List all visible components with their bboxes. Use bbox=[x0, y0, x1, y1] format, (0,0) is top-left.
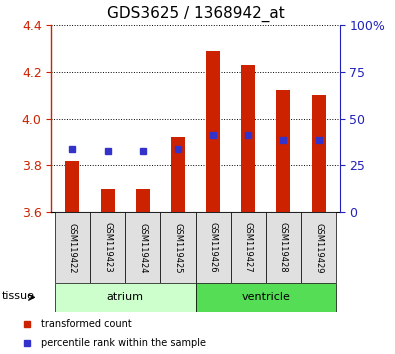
Bar bbox=[196, 283, 336, 312]
Text: percentile rank within the sample: percentile rank within the sample bbox=[41, 338, 206, 348]
Text: GSM119427: GSM119427 bbox=[244, 222, 253, 273]
Text: GSM119426: GSM119426 bbox=[209, 222, 218, 273]
Bar bbox=[171, 137, 185, 212]
Bar bbox=[90, 212, 125, 283]
Text: GSM119425: GSM119425 bbox=[173, 223, 182, 273]
Text: GSM119422: GSM119422 bbox=[68, 223, 77, 273]
Bar bbox=[160, 212, 196, 283]
Text: GSM119428: GSM119428 bbox=[279, 222, 288, 273]
Bar bbox=[55, 212, 90, 283]
Bar bbox=[231, 212, 266, 283]
Bar bbox=[241, 65, 255, 212]
Title: GDS3625 / 1368942_at: GDS3625 / 1368942_at bbox=[107, 6, 284, 22]
Text: transformed count: transformed count bbox=[41, 319, 132, 329]
Bar bbox=[125, 212, 160, 283]
Bar bbox=[312, 95, 325, 212]
Bar bbox=[136, 189, 150, 212]
Bar bbox=[101, 189, 115, 212]
Bar bbox=[301, 212, 336, 283]
Text: GSM119423: GSM119423 bbox=[103, 222, 112, 273]
Bar bbox=[206, 51, 220, 212]
Bar bbox=[196, 212, 231, 283]
Text: GSM119429: GSM119429 bbox=[314, 223, 323, 273]
Bar bbox=[276, 90, 290, 212]
Text: GSM119424: GSM119424 bbox=[138, 223, 147, 273]
Bar bbox=[66, 161, 79, 212]
Bar bbox=[55, 283, 196, 312]
Text: atrium: atrium bbox=[107, 292, 144, 302]
Bar bbox=[266, 212, 301, 283]
Text: tissue: tissue bbox=[2, 291, 34, 301]
Text: ventricle: ventricle bbox=[241, 292, 290, 302]
